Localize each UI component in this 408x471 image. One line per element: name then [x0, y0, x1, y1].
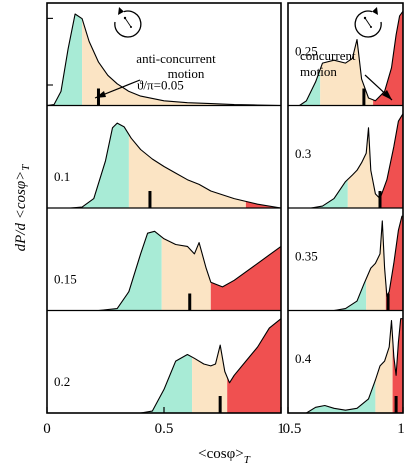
panel-label-left-3: 0.2 [54, 374, 70, 389]
x-tick-label-left-2: 1 [277, 421, 285, 437]
panel-label-right-0: 0.25 [295, 44, 318, 59]
panel-right-1: 0.3 [288, 113, 404, 209]
panel-label-right-3: 0.4 [295, 351, 312, 366]
svg-text:dP/d <cosφ>T: dP/d <cosφ>T [13, 164, 32, 252]
anti-annotation-arrowhead [95, 91, 106, 98]
panel-left-2: 0.15 [47, 230, 282, 312]
region-mid-right-3 [375, 320, 393, 413]
right-column-frame [287, 2, 404, 414]
anti-annotation-line2: motion [168, 66, 205, 81]
region-low-right-1 [288, 179, 348, 208]
region-low-right-3 [288, 380, 376, 413]
panel-label-right-2: 0.35 [295, 249, 318, 264]
region-low-left-2 [47, 231, 162, 311]
curve-right-1 [288, 113, 404, 209]
region-mid-right-0 [320, 39, 374, 106]
panel-left-1: 0.1 [47, 122, 282, 209]
curve-right-0 [288, 10, 404, 107]
curve-left-0 [46, 13, 282, 107]
region-low-left-0 [47, 14, 83, 106]
y-axis-title-text: dP/d <cosφ> [13, 171, 29, 252]
panel-label-right-1: 0.3 [295, 146, 311, 161]
region-high-right-0 [373, 11, 403, 106]
panel-label-left-2: 0.15 [54, 272, 77, 287]
x-axis-title: <cosφ>T [198, 446, 251, 466]
curve-left-3 [47, 318, 282, 414]
svg-text:<cosφ>T: <cosφ>T [198, 446, 251, 466]
x-tick-label-right-1: 1 [397, 421, 405, 437]
y-axis-title: dP/d <cosφ>T [13, 164, 32, 252]
panel-right-3: 0.4 [288, 318, 403, 414]
x-axis-title-text: <cosφ> [198, 446, 244, 462]
x-tick-label-right-0: 0.5 [283, 421, 302, 437]
curve-left-1 [47, 122, 282, 209]
panel-right-2: 0.35 [288, 215, 403, 312]
ticks-layer: 0 0.5 10.5 1 [43, 17, 405, 437]
panel-right-0: 0.25 [288, 10, 404, 107]
region-low-right-0 [288, 69, 321, 106]
curve-right-3 [288, 318, 403, 414]
concurrent-annotation-arrowhead [382, 90, 392, 100]
panel-left-3: 0.2 [47, 318, 282, 414]
x-axis-title-sub: T [244, 454, 251, 466]
region-high-left-3 [227, 318, 281, 413]
clockwise-rotation-icon [354, 7, 382, 38]
region-low-left-1 [47, 123, 129, 208]
concurrent-annotation-line2: motion [300, 64, 337, 79]
curve-left-2 [47, 230, 282, 312]
region-high-left-2 [210, 246, 281, 311]
panel-label-left-0: ϑ/π=0.05 [137, 78, 184, 93]
curve-right-2 [288, 215, 403, 312]
region-high-right-3 [392, 318, 403, 413]
panel-label-left-1: 0.1 [54, 169, 70, 184]
region-mid-left-3 [192, 345, 228, 413]
counterclockwise-rotation-icon [114, 7, 142, 38]
region-mid-left-2 [161, 236, 211, 311]
region-mid-left-1 [128, 134, 246, 208]
x-tick-label-left-1: 0.5 [155, 421, 174, 437]
y-axis-title-sub: T [20, 164, 32, 171]
panels-layer: ϑ/π=0.05 0.1 0.15 0.2 0.25 0.3 0.35 0.4 [46, 10, 404, 414]
concurrent-annotation-line1: concurrent [300, 48, 356, 63]
region-low-right-2 [288, 278, 367, 311]
x-tick-label-left-0: 0 [43, 421, 51, 437]
region-mid-right-1 [347, 127, 379, 208]
anti-annotation-line1: anti-concurrent [136, 51, 216, 66]
region-high-left-1 [245, 201, 281, 208]
